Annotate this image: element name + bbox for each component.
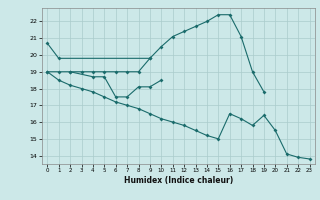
X-axis label: Humidex (Indice chaleur): Humidex (Indice chaleur) <box>124 176 233 185</box>
